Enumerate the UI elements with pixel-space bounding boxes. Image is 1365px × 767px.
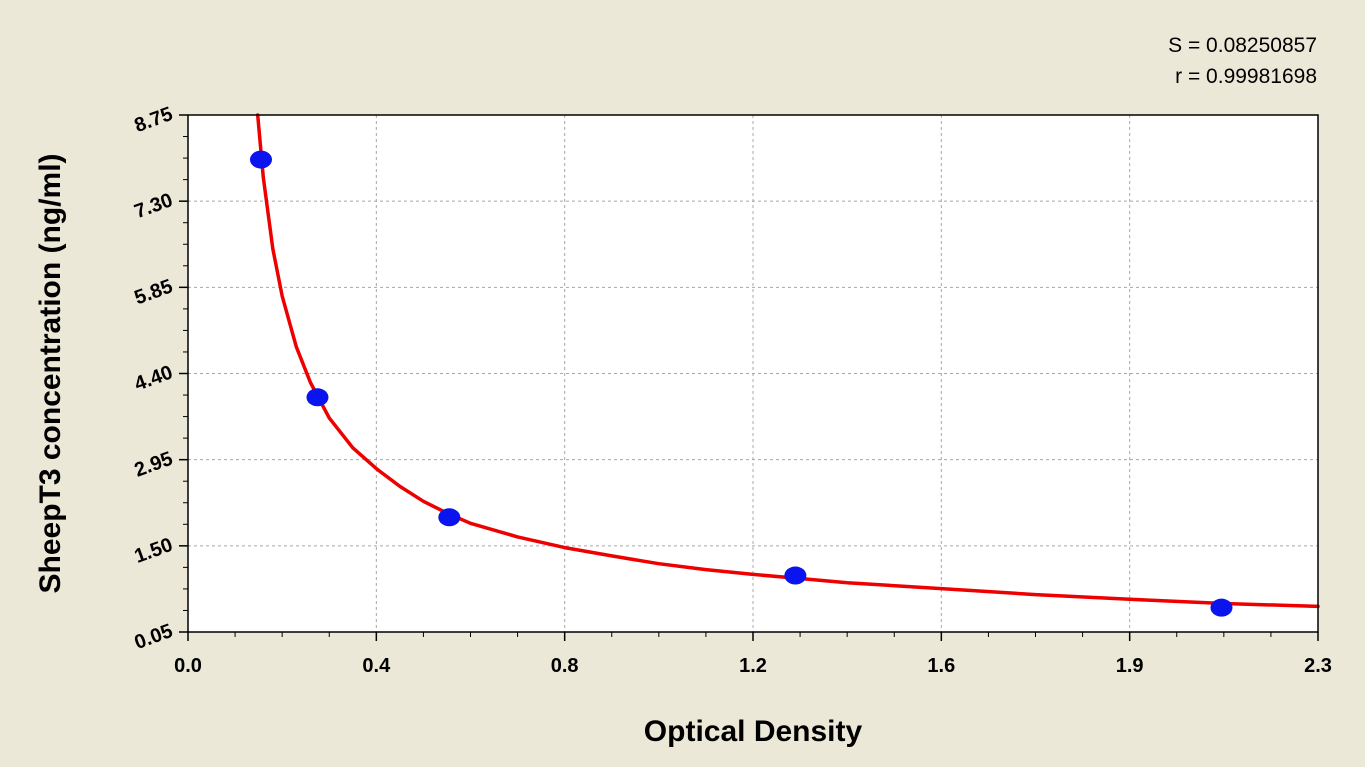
- x-tick-label: 0.0: [174, 655, 202, 677]
- y-tick-label: 7.30: [132, 189, 176, 223]
- data-point: [1210, 598, 1233, 617]
- y-tick-label: 4.40: [132, 362, 176, 396]
- x-axis-title: Optical Density: [644, 715, 863, 748]
- x-tick-label: 1.6: [927, 655, 955, 677]
- x-tick-label: 0.8: [551, 655, 579, 677]
- x-tick-label: 2.3: [1304, 655, 1332, 677]
- x-tick-label: 1.2: [739, 655, 767, 677]
- y-tick-label: 0.05: [132, 620, 176, 654]
- y-tick-label: 1.50: [132, 534, 176, 568]
- s-value: S = 0.08250857: [1168, 34, 1317, 57]
- y-tick-label: 8.75: [132, 103, 176, 137]
- x-tick-label: 1.9: [1116, 655, 1144, 677]
- r-value: r = 0.99981698: [1175, 65, 1317, 88]
- x-axis: 0.0 0.4 0.8 1.2 1.6 1.9 2.3: [174, 632, 1332, 677]
- y-axis-title: SheepT3 concentration (ng/ml): [34, 153, 67, 593]
- y-tick-label: 2.95: [132, 448, 176, 482]
- fit-curve-group: [255, 113, 1320, 609]
- data-point: [249, 150, 272, 169]
- fit-statistics: S = 0.08250857 r = 0.99981698: [1168, 30, 1317, 92]
- data-point: [784, 566, 807, 585]
- fit-curve: [255, 113, 1320, 609]
- y-axis: 0.05 1.50 2.95 4.40 5.85 7.30 8.75: [132, 103, 188, 654]
- data-point: [306, 388, 329, 407]
- x-tick-label: 0.4: [362, 655, 391, 677]
- data-points: [249, 150, 1233, 617]
- y-tick-label: 5.85: [132, 275, 176, 309]
- data-point: [438, 508, 461, 527]
- grid-lines: [188, 115, 1318, 632]
